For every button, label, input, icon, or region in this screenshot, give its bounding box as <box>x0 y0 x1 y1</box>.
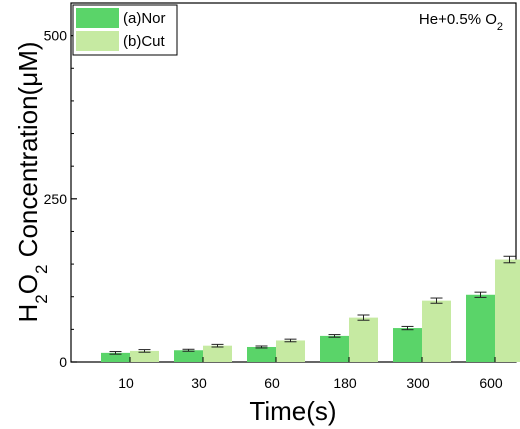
bar-cut <box>130 350 159 362</box>
bar-nor <box>101 352 130 362</box>
x-tick-label: 600 <box>479 375 503 391</box>
y-tick-label: 0 <box>59 354 67 370</box>
x-tick-label: 10 <box>118 375 134 391</box>
bar-nor <box>174 350 203 362</box>
chart-annotation: He+0.5% O2 <box>419 11 503 33</box>
bar-nor <box>393 328 422 362</box>
x-tick-label: 300 <box>406 375 430 391</box>
legend-swatch-cut <box>76 31 119 51</box>
y-axis: 0 250 500 <box>44 28 77 370</box>
x-axis: 10 30 60 180 300 600 <box>118 357 503 391</box>
x-tick-label: 180 <box>333 375 357 391</box>
legend-label-nor: (a)Nor <box>123 10 166 27</box>
bar-nor <box>320 335 349 362</box>
bar-cut <box>203 345 232 362</box>
y-axis-title: H2O2 Concentration(μM) <box>13 41 51 322</box>
y-tick-label: 250 <box>44 191 68 207</box>
bar-cut <box>349 317 378 362</box>
bar-cut <box>422 300 451 362</box>
legend: (a)Nor (b)Cut <box>72 4 178 56</box>
x-axis-title: Time(s) <box>249 396 336 426</box>
y-tick-label: 500 <box>44 28 68 44</box>
bar-nor <box>247 346 276 362</box>
x-tick-label: 30 <box>191 375 207 391</box>
bar-cut <box>276 340 305 362</box>
legend-label-cut: (b)Cut <box>123 33 166 50</box>
legend-swatch-nor <box>76 8 119 28</box>
bar-cut <box>495 259 520 362</box>
x-tick-label: 60 <box>264 375 280 391</box>
bars-group <box>101 255 520 362</box>
bar-nor <box>466 294 495 362</box>
